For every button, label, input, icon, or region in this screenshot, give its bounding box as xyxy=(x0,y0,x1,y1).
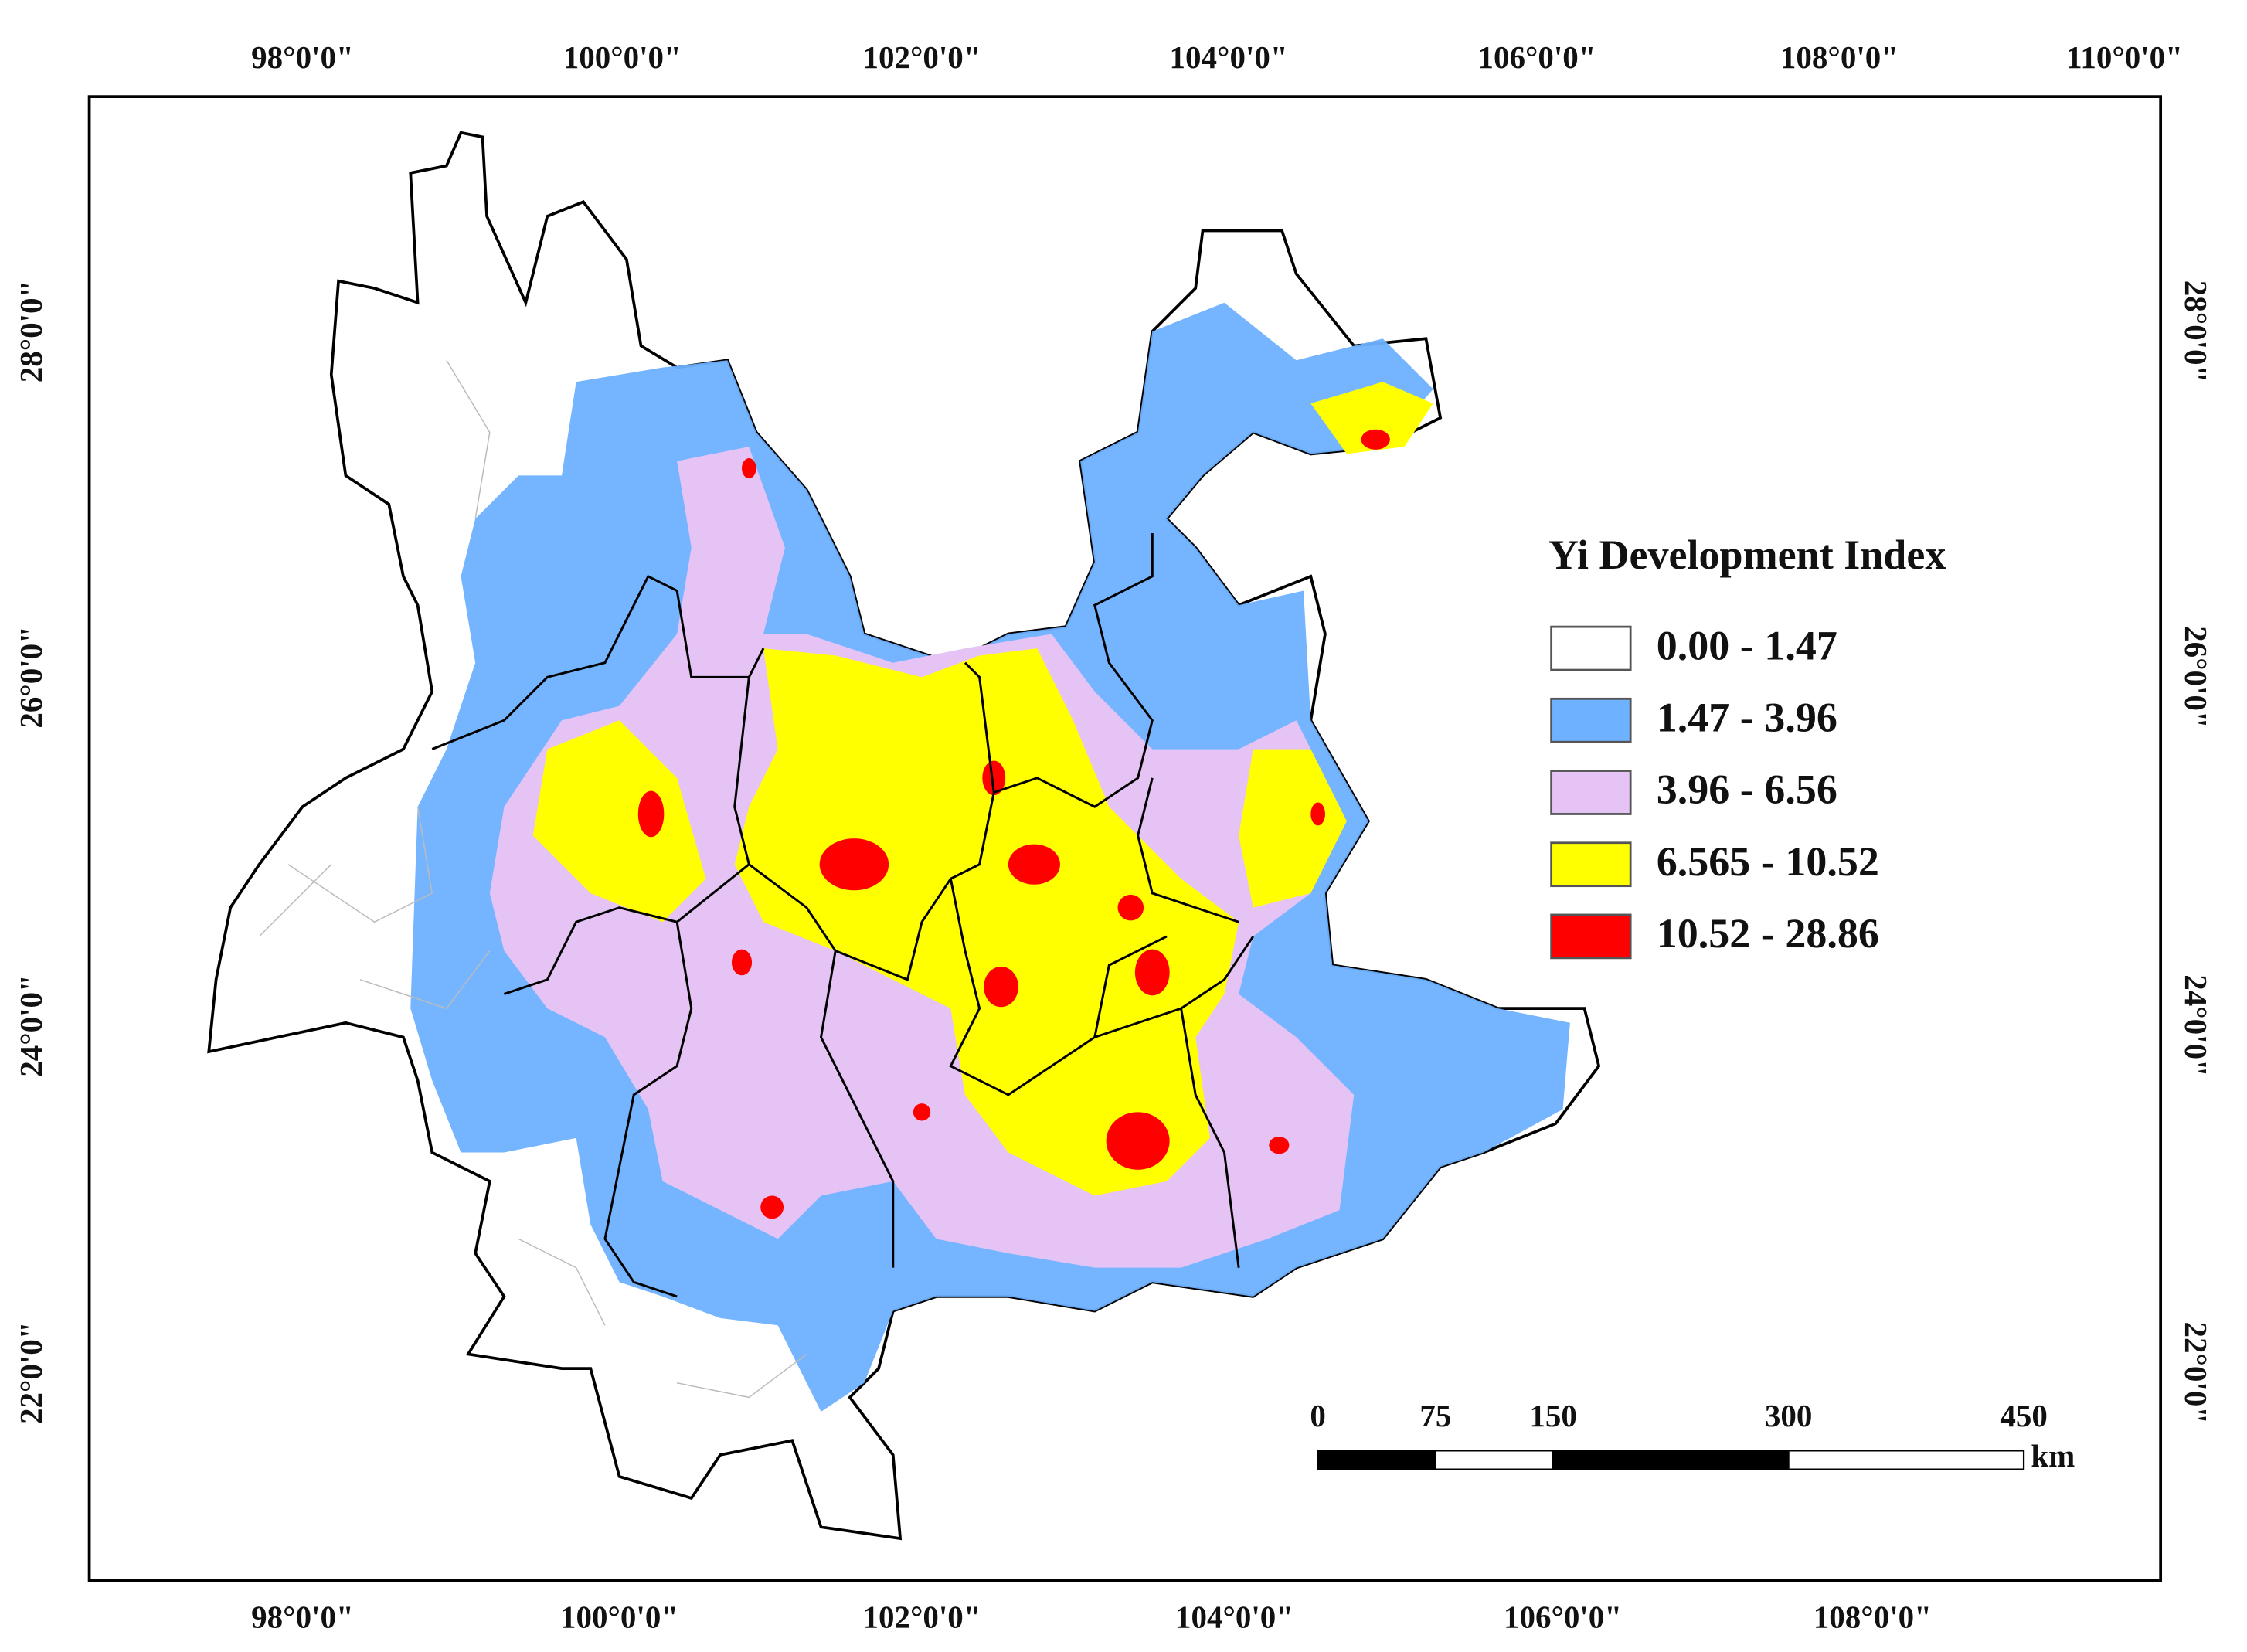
bottom-longitude-label: 108°0'0" xyxy=(1814,1599,1932,1635)
class-4-area xyxy=(913,1103,931,1121)
class-4-area xyxy=(1310,802,1325,826)
legend-swatch xyxy=(1550,770,1632,815)
top-longitude-label: 106°0'0" xyxy=(1477,39,1596,75)
bottom-longitude-label: 104°0'0" xyxy=(1175,1599,1293,1635)
class-4-area xyxy=(984,967,1018,1008)
scale-segment xyxy=(1552,1450,1790,1470)
county-borders xyxy=(259,359,807,1399)
prefecture-borders xyxy=(431,532,1255,1298)
right-latitude-label: 26°0'0" xyxy=(2178,626,2214,729)
scale-tick-label: 75 xyxy=(1419,1398,1451,1433)
scale-tick-label: 450 xyxy=(2000,1398,2047,1433)
scale-segment xyxy=(1787,1450,2025,1470)
class-4-area xyxy=(819,838,889,891)
legend-swatch xyxy=(1550,913,1632,960)
scale-tick-label: 0 xyxy=(1310,1398,1326,1433)
left-latitude-label: 22°0'0" xyxy=(13,1321,49,1424)
legend-label: 1.47 - 3.96 xyxy=(1657,695,1837,741)
legend-title: Yi Development Index xyxy=(1548,532,1946,578)
left-latitude-label: 26°0'0" xyxy=(13,626,49,729)
legend-swatch xyxy=(1550,697,1632,743)
bottom-longitude-label: 102°0'0" xyxy=(862,1599,981,1635)
class-3-area xyxy=(1310,382,1433,454)
legend-label: 10.52 - 28.86 xyxy=(1657,910,1879,957)
legend-label: 0.00 - 1.47 xyxy=(1657,622,1837,668)
bottom-longitude-label: 98°0'0" xyxy=(251,1599,354,1635)
top-longitude-label: 108°0'0" xyxy=(1780,39,1899,75)
right-latitude-label: 24°0'0" xyxy=(2178,974,2214,1077)
class-4-area xyxy=(637,790,665,838)
class-4-area xyxy=(1361,429,1390,450)
top-longitude-label: 110°0'0" xyxy=(2066,39,2183,75)
class-4-area xyxy=(1117,894,1144,921)
left-latitude-label: 24°0'0" xyxy=(13,974,49,1077)
legend-swatch xyxy=(1550,625,1632,671)
legend-label: 3.96 - 6.56 xyxy=(1657,767,1837,813)
scale-segment xyxy=(1317,1450,1437,1470)
class-3-area xyxy=(734,648,1239,1196)
class-4-area xyxy=(760,1195,784,1219)
left-latitude-label: 28°0'0" xyxy=(13,280,49,383)
top-longitude-label: 104°0'0" xyxy=(1170,39,1288,75)
right-latitude-label: 22°0'0" xyxy=(2178,1321,2214,1424)
scale-tick-label: 150 xyxy=(1529,1398,1577,1433)
class-4-area xyxy=(1269,1137,1290,1154)
legend-label: 6.565 - 10.52 xyxy=(1657,838,1879,885)
top-longitude-label: 102°0'0" xyxy=(862,39,981,75)
scale-bar: km 0 75 150 300 450 xyxy=(1310,1398,2075,1474)
class-4-area xyxy=(742,458,756,479)
top-longitude-label: 100°0'0" xyxy=(563,39,682,75)
class-3-area xyxy=(532,720,706,923)
class-4-areas xyxy=(637,429,1390,1219)
class-4-area xyxy=(1134,949,1170,996)
map-regions xyxy=(207,131,1601,1541)
right-latitude-label: 28°0'0" xyxy=(2178,280,2214,383)
coordinate-labels: 98°0'0" 100°0'0" 102°0'0" 104°0'0" 106°0'0" 1… xyxy=(13,39,2214,1635)
scale-tick-label: 300 xyxy=(1765,1398,1813,1433)
class-4-area xyxy=(1008,844,1060,885)
class-4-area xyxy=(1106,1112,1170,1170)
legend-swatch xyxy=(1550,841,1632,888)
legend: Yi Development Index 0.00 - 1.47 1.47 - 3… xyxy=(1548,532,1946,960)
class-3-area xyxy=(1239,749,1347,908)
bottom-longitude-label: 100°0'0" xyxy=(560,1599,678,1635)
bottom-longitude-label: 106°0'0" xyxy=(1504,1599,1622,1635)
scale-segment xyxy=(1434,1450,1555,1470)
top-longitude-label: 98°0'0" xyxy=(251,39,354,75)
class-4-area xyxy=(731,949,753,976)
scale-unit: km xyxy=(2031,1438,2075,1474)
class-4-area xyxy=(982,760,1006,796)
